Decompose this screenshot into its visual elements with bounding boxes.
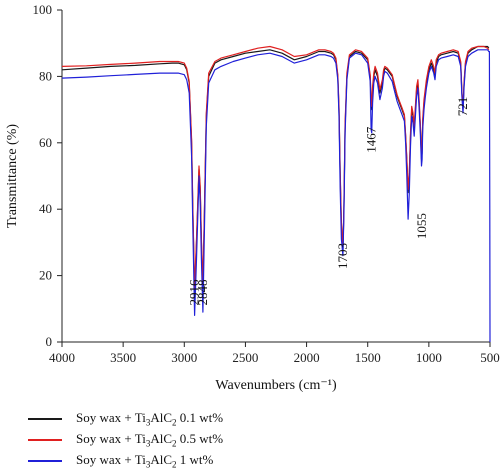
ftir-chart: 4000 3500 3000 2500 2000 1500 1000 500 0 20 40 60 80…: [5, 2, 500, 393]
y-tick-label: 60: [39, 135, 52, 150]
legend-label: Soy wax + Ti3AlC2 0.5 wt%: [76, 430, 224, 449]
legend-swatch: [28, 459, 62, 462]
x-axis-title: Wavenumbers (cm⁻¹): [215, 378, 337, 393]
x-tick-label: 1000: [416, 350, 442, 365]
legend-swatch: [28, 417, 62, 420]
legend-swatch: [28, 438, 62, 441]
legend-label: Soy wax + Ti3AlC2 0.1 wt%: [76, 409, 224, 428]
legend: Soy wax + Ti3AlC2 0.1 wt% Soy wax + Ti3Al…: [28, 408, 223, 471]
x-tick-label: 4000: [49, 350, 75, 365]
x-tick-label: 2000: [294, 350, 320, 365]
y-tick-label: 0: [46, 334, 53, 349]
series-layer: [61, 45, 491, 343]
y-tick-label: 100: [33, 2, 53, 17]
axes: 4000 3500 3000 2500 2000 1500 1000 500 0 20 40 60 80…: [33, 2, 500, 365]
series-line-2: [61, 45, 490, 290]
legend-item-2: Soy wax + Ti3AlC2 0.5 wt%: [28, 429, 223, 450]
x-tick-label: 500: [480, 350, 500, 365]
y-tick-label: 80: [39, 68, 52, 83]
y-tick-label: 40: [39, 201, 52, 216]
peak-label-2848: 2848: [195, 280, 210, 306]
series-line-1: [61, 45, 490, 293]
x-tick-label: 3000: [171, 350, 197, 365]
y-axis-title: Transmittance (%): [5, 124, 20, 228]
x-tick-label: 3500: [110, 350, 136, 365]
legend-item-3: Soy wax + Ti3AlC2 1 wt%: [28, 450, 223, 471]
peak-label-2916: 2916: [187, 279, 202, 306]
peak-label-721: 721: [455, 97, 470, 117]
y-tick-label: 20: [39, 268, 52, 283]
x-tick-label: 1500: [355, 350, 381, 365]
legend-label: Soy wax + Ti3AlC2 1 wt%: [76, 451, 214, 470]
peak-label-1055: 1055: [414, 213, 429, 239]
legend-item-1: Soy wax + Ti3AlC2 0.1 wt%: [28, 408, 223, 429]
peak-label-1703: 1703: [335, 243, 350, 269]
peak-label-1467: 1467: [364, 126, 379, 153]
x-tick-label: 2500: [232, 350, 258, 365]
series-line-3: [61, 49, 491, 343]
